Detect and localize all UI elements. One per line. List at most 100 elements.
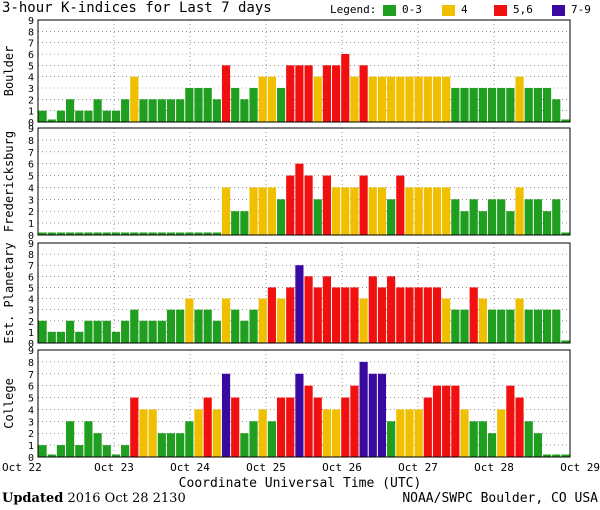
k-index-bar: [295, 65, 304, 122]
legend-label: Legend:: [330, 3, 377, 16]
k-index-bar: [515, 187, 524, 235]
y-tick-label: 1: [28, 328, 34, 339]
k-index-bar: [487, 309, 497, 343]
k-index-bar: [304, 65, 313, 122]
k-index-bar: [221, 298, 231, 343]
k-index-bar: [460, 211, 469, 235]
k-index-bar: [176, 309, 185, 343]
legend-swatch-0-3: [383, 5, 396, 16]
k-index-bar: [93, 99, 102, 122]
k-index-bar: [423, 187, 432, 235]
k-index-bar: [47, 119, 56, 122]
k-index-bar: [148, 409, 157, 457]
y-tick-label: 0: [28, 231, 34, 242]
k-index-bar: [313, 397, 322, 457]
y-tick-label: 0: [28, 339, 34, 350]
panel-border: [37, 242, 571, 344]
k-index-bar: [469, 287, 478, 343]
k-index-bar: [524, 421, 533, 457]
k-index-bar: [295, 265, 304, 343]
k-index-bar: [350, 385, 359, 457]
y-tick-label: 3: [28, 84, 34, 95]
k-index-bar: [542, 309, 552, 343]
k-index-bar: [332, 187, 341, 235]
k-index-bar: [377, 373, 387, 457]
k-index-bar: [451, 385, 460, 457]
k-index-bar: [442, 76, 451, 122]
k-index-bar: [423, 76, 432, 122]
k-index-bar: [121, 232, 130, 235]
k-index-bar: [487, 433, 497, 457]
y-tick-label: 6: [28, 160, 34, 171]
k-index-bar: [84, 320, 93, 343]
x-tick-label: Oct 25: [246, 461, 286, 474]
k-index-bar: [38, 320, 47, 343]
k-index-bar: [350, 187, 359, 235]
k-index-bar: [561, 119, 570, 122]
k-index-bar: [194, 409, 203, 457]
k-index-bar: [442, 385, 451, 457]
k-index-bar: [506, 309, 515, 343]
k-index-bar: [350, 76, 359, 122]
k-index-bar: [203, 397, 212, 457]
k-index-bar: [368, 76, 377, 122]
k-index-bar: [460, 309, 469, 343]
y-tick-label: 3: [28, 417, 34, 428]
chart-title: 3-hour K-indices for Last 7 days: [2, 0, 272, 16]
k-index-bar: [313, 287, 322, 343]
k-index-bar: [451, 199, 460, 235]
updated-value: 2016 Oct 28 2130: [67, 491, 186, 506]
k-index-bar: [332, 65, 341, 122]
k-index-bar: [405, 409, 414, 457]
k-index-bar: [176, 232, 185, 235]
k-index-bar: [276, 88, 286, 122]
k-index-bar: [304, 276, 313, 343]
y-tick-label: 9: [28, 124, 34, 135]
k-index-bar: [249, 187, 258, 235]
k-index-bar: [295, 373, 304, 457]
y-tick-label: 1: [28, 107, 34, 118]
k-index-bar: [561, 454, 570, 457]
credit: NOAA/SWPC Boulder, CO USA: [402, 491, 598, 506]
y-tick-label: 4: [28, 405, 34, 416]
k-index-bar: [322, 175, 332, 235]
k-index-bar: [552, 454, 561, 457]
k-index-bar: [56, 331, 66, 343]
k-index-bar: [322, 276, 332, 343]
k-index-bar: [276, 199, 286, 235]
k-index-bar: [130, 76, 139, 122]
k-index-bar: [341, 397, 350, 457]
k-index-bar: [460, 88, 469, 122]
k-index-bar: [267, 421, 276, 457]
k-index-bar: [121, 445, 130, 457]
y-tick-label: 3: [28, 306, 34, 317]
k-index-bar: [515, 397, 524, 457]
k-index-bar: [38, 110, 47, 122]
k-index-bar: [478, 211, 487, 235]
k-index-bar: [102, 320, 111, 343]
k-index-bar: [38, 232, 47, 235]
k-index-bar: [359, 175, 368, 235]
k-index-bar: [405, 187, 414, 235]
y-tick-label: 1: [28, 441, 34, 452]
k-index-bar: [414, 76, 423, 122]
k-index-bar: [185, 88, 194, 122]
k-index-bar: [561, 340, 570, 343]
k-index-bar: [111, 232, 121, 235]
y-tick-label: 5: [28, 283, 34, 294]
k-index-bar: [460, 409, 469, 457]
k-index-bar: [267, 76, 276, 122]
k-index-bar: [396, 409, 405, 457]
k-index-bar: [194, 88, 203, 122]
y-tick-label: 5: [28, 394, 34, 405]
k-index-bar: [432, 187, 442, 235]
k-index-bar: [111, 454, 121, 457]
y-tick-label: 2: [28, 95, 34, 106]
k-index-bar: [194, 309, 203, 343]
k-index-bar: [212, 409, 221, 457]
k-index-bar: [442, 187, 451, 235]
panel-border: [37, 349, 571, 458]
k-index-bar: [432, 76, 442, 122]
k-index-bar: [221, 65, 231, 122]
k-index-bar: [497, 309, 506, 343]
